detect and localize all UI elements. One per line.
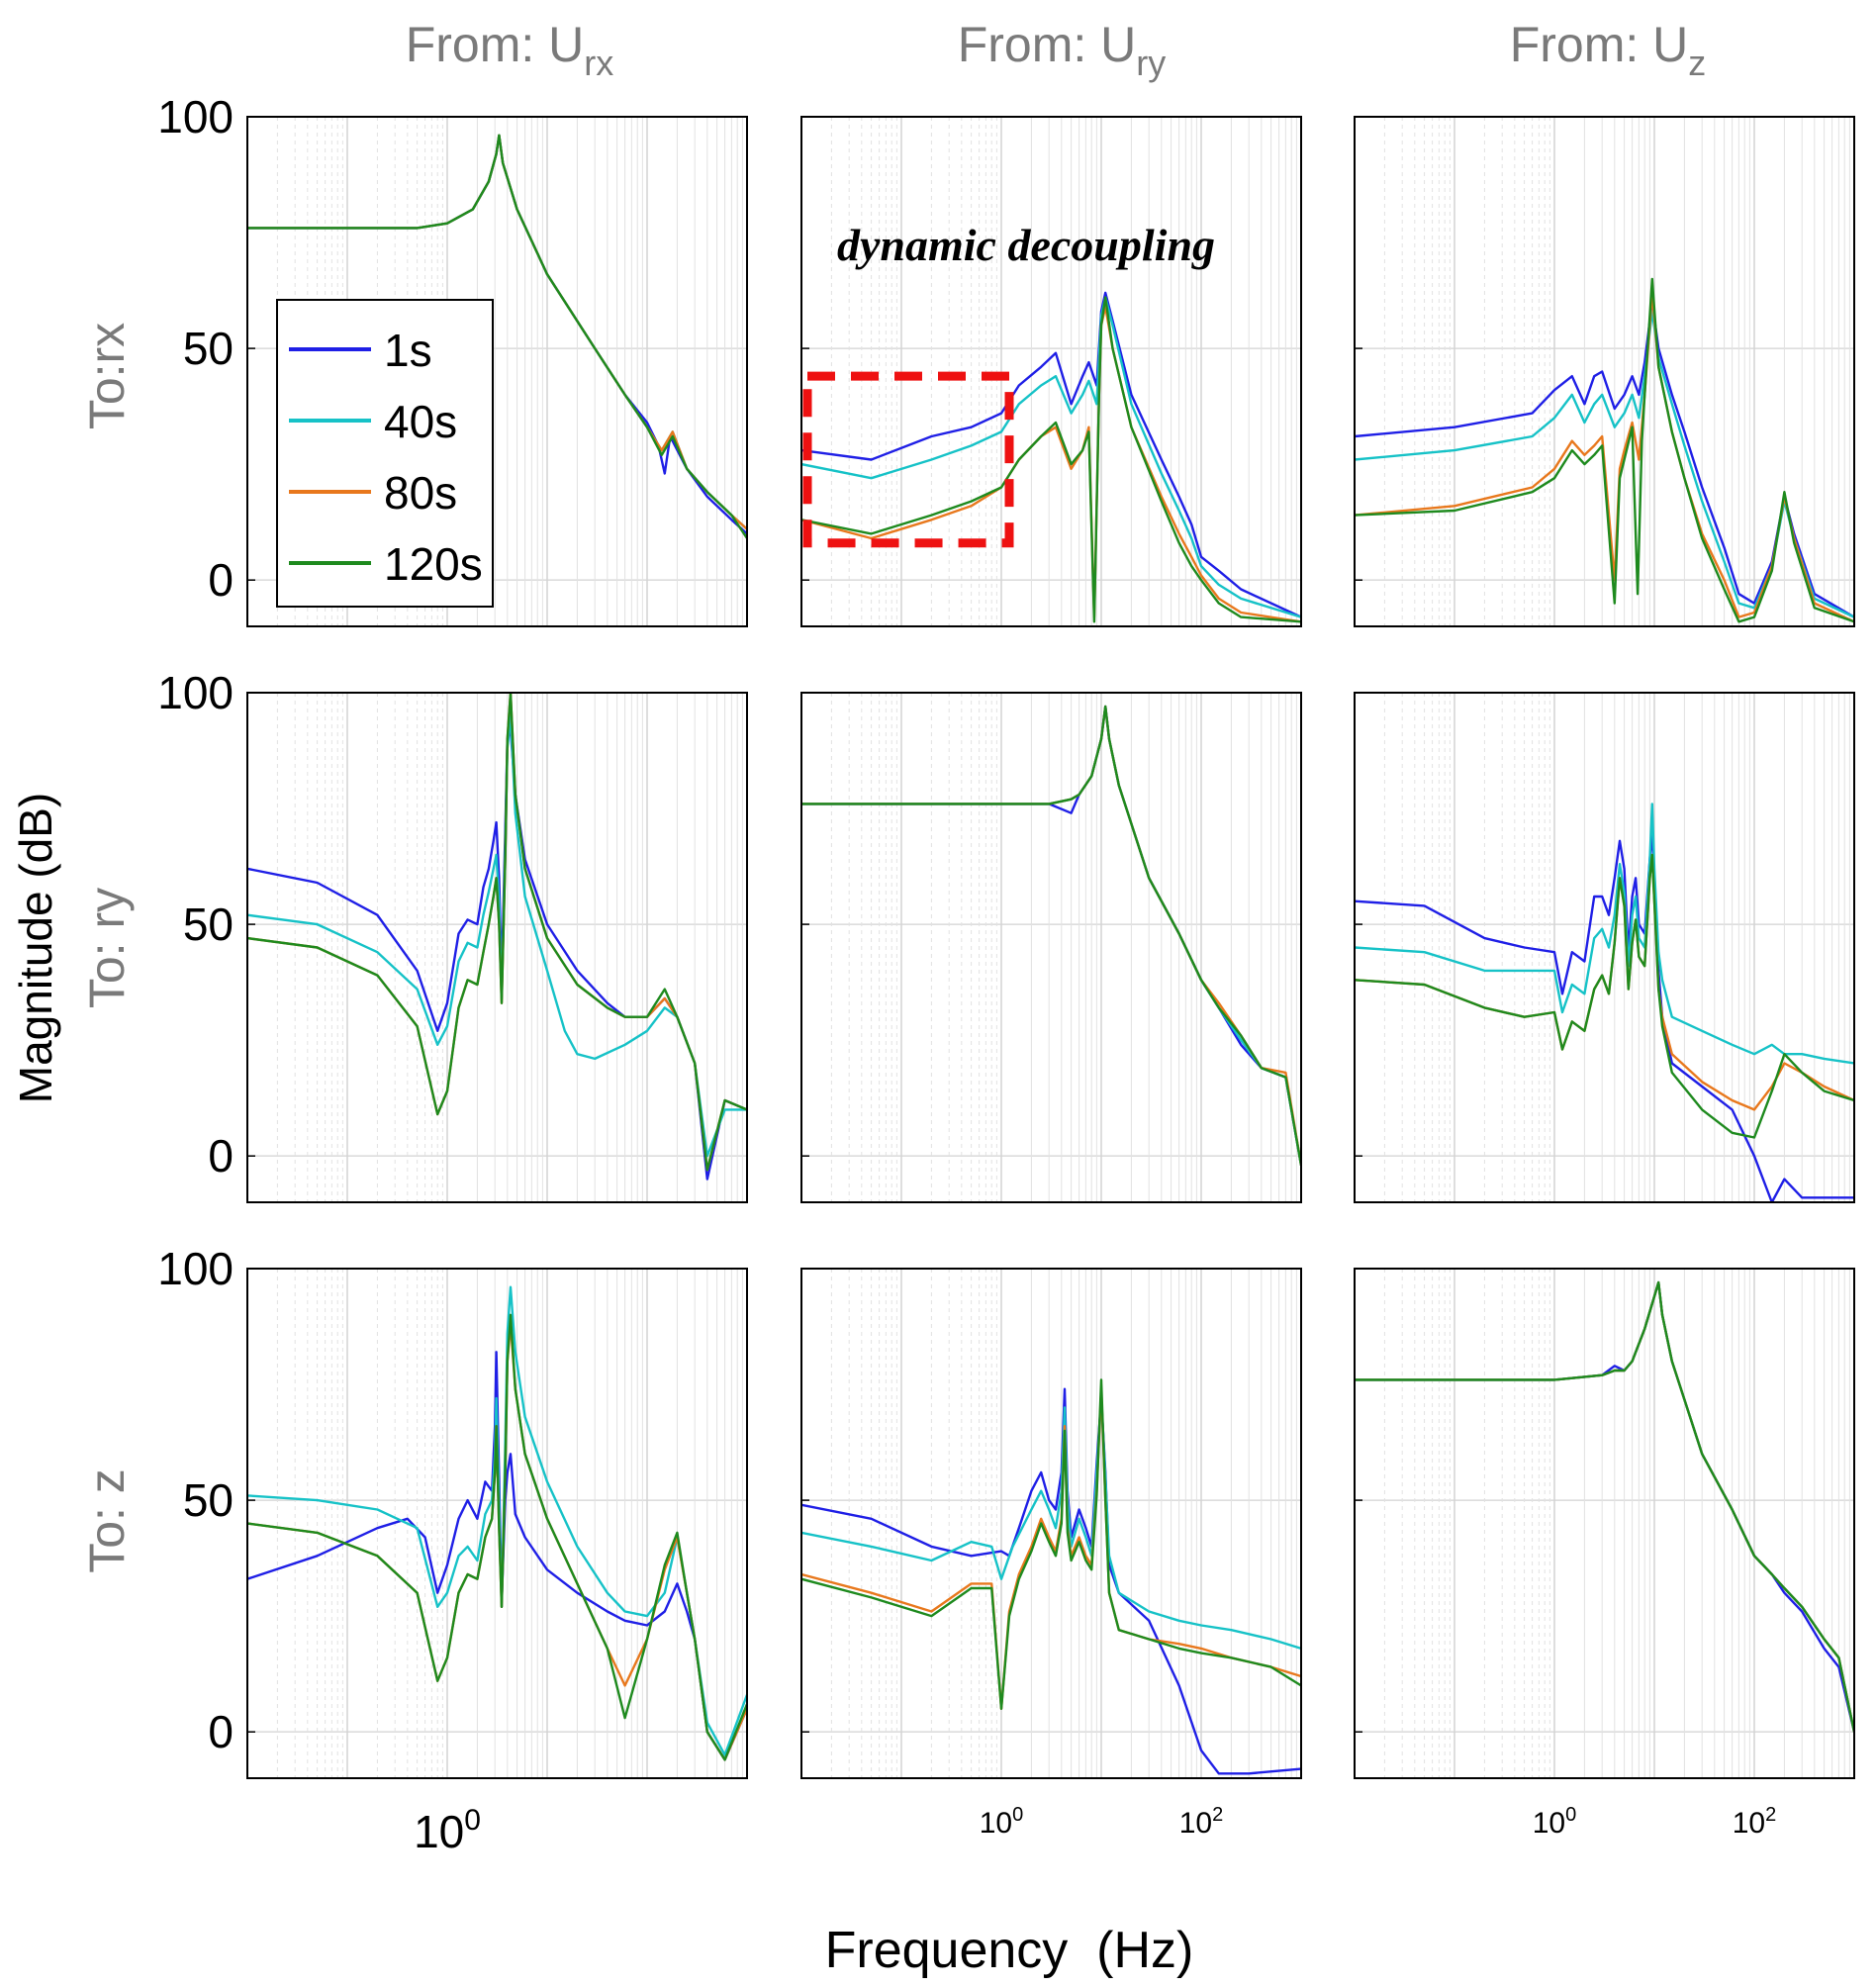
grid-r3c3 — [1355, 1268, 1854, 1778]
x-tick-label: 102 — [1179, 1804, 1224, 1840]
grid-r2c1 — [247, 692, 747, 1202]
column-title-urx-base: From: U — [406, 17, 585, 72]
series-line-40s — [801, 1396, 1301, 1651]
y-tick-label: 50 — [183, 1474, 234, 1526]
panel-r3c2: 100 102 — [800, 1268, 1302, 1840]
panel-r3c1: 0 50 100 100 — [157, 1243, 748, 1857]
panel-r1c2 — [800, 116, 1302, 627]
series-r1c2 — [801, 291, 1301, 623]
panel-r2c3 — [1354, 692, 1855, 1203]
column-title-ury-sub: ry — [1136, 43, 1166, 83]
series-line-120s — [247, 1313, 747, 1761]
axes-frame — [800, 1268, 1302, 1779]
legend: 1s 40s 80s 120s — [276, 299, 494, 608]
axes-frame — [246, 116, 748, 627]
column-title-urx: From: Urx — [406, 17, 614, 83]
row-label-z: To: z — [79, 1468, 135, 1573]
x-tick-label: 100 — [1533, 1804, 1577, 1840]
row-label-ry: To: ry — [79, 888, 135, 1008]
series-line-40s — [801, 296, 1301, 618]
y-tick-label: 100 — [157, 91, 234, 142]
column-title-ury: From: Ury — [958, 17, 1167, 83]
dynamic-decoupling-label: dynamic decoupling — [837, 220, 1215, 270]
y-tick-label: 100 — [157, 667, 234, 718]
axes-frame — [1354, 692, 1855, 1203]
legend-label-1s: 1s — [384, 325, 432, 376]
series-r2c3 — [1355, 803, 1854, 1202]
y-tick-label: 0 — [208, 1130, 234, 1182]
series-line-120s — [801, 296, 1301, 623]
legend-label-40s: 40s — [384, 396, 457, 447]
series-r2c2 — [801, 705, 1301, 1166]
series-line-120s — [1355, 277, 1854, 623]
grid-r2c2 — [801, 692, 1301, 1202]
series-r3c1 — [247, 1285, 747, 1761]
panel-r2c1: 0 50 100 — [157, 667, 748, 1203]
axes-frame — [246, 1268, 748, 1779]
x-tick-label: 100 — [414, 1804, 481, 1857]
axes-frame — [246, 692, 748, 1203]
y-tick-label: 50 — [183, 899, 234, 950]
legend-label-120s: 120s — [384, 538, 483, 590]
column-title-uz: From: Uz — [1510, 17, 1707, 83]
y-tick-label: 0 — [208, 1706, 234, 1757]
series-line-120s — [247, 693, 747, 1172]
column-title-uz-sub: z — [1688, 43, 1706, 83]
series-r3c2 — [801, 1378, 1301, 1775]
column-title-ury-base: From: U — [958, 17, 1137, 72]
x-tick-label: 102 — [1733, 1804, 1777, 1840]
axes-frame — [800, 116, 1302, 627]
axes-frame — [1354, 1268, 1855, 1779]
series-r3c3 — [1355, 1280, 1854, 1733]
panel-r1c3 — [1354, 116, 1855, 627]
series-line-120s — [1355, 1280, 1854, 1733]
decoupling-highlight-box — [802, 371, 1014, 548]
series-line-120s — [801, 1378, 1301, 1710]
series-line-1s — [1355, 830, 1854, 1202]
column-title-uz-base: From: U — [1510, 17, 1689, 72]
panel-r3c3: 100 102 — [1354, 1268, 1855, 1840]
series-line-40s — [1355, 803, 1854, 1065]
y-tick-label: 100 — [157, 1243, 234, 1294]
axes-frame — [1354, 116, 1855, 627]
grid-r1c3 — [1355, 116, 1854, 626]
series-r2c1 — [247, 693, 747, 1181]
series-line-120s — [801, 705, 1301, 1166]
column-title-urx-sub: rx — [584, 43, 613, 83]
y-axis-label: Magnitude (dB) — [10, 793, 61, 1104]
panels-layer: 0 50 100 0 50 100 0 50 100 100 100 102 100 102 dynamic… — [157, 91, 1855, 1857]
x-tick-label: 100 — [980, 1804, 1024, 1840]
y-tick-label: 0 — [208, 554, 234, 606]
axes-frame — [800, 692, 1302, 1203]
panel-r2c2 — [800, 692, 1302, 1203]
x-axis-label: Frequency (Hz) — [825, 1922, 1194, 1979]
series-line-120s — [1355, 853, 1854, 1139]
y-tick-label: 50 — [183, 323, 234, 374]
series-line-120s — [247, 134, 747, 539]
legend-label-80s: 80s — [384, 467, 457, 519]
series-r1c1 — [247, 134, 747, 539]
row-label-rx: To:rx — [79, 323, 135, 429]
series-r1c3 — [1355, 277, 1854, 623]
